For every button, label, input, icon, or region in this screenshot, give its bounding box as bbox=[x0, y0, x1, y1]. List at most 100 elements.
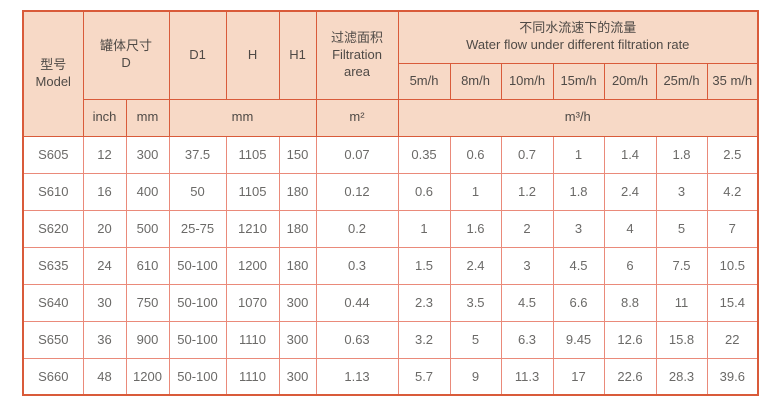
table-cell: 50-100 bbox=[168, 246, 227, 285]
model-cell: S640 bbox=[22, 283, 84, 322]
table-row: S650 36 900 50-100 1110 300 0.63 3.2 5 6.3 9.45 12.… bbox=[22, 320, 759, 359]
table-cell: 300 bbox=[278, 320, 317, 359]
table-cell: 3.2 bbox=[397, 320, 451, 359]
table-cell: 1 bbox=[397, 209, 451, 248]
table-cell: 50-100 bbox=[168, 320, 227, 359]
table-cell: 1.6 bbox=[449, 209, 502, 248]
col-header-filtration-area: 过滤面积 Filtration area bbox=[315, 10, 399, 100]
col-header-rate-8: 8m/h bbox=[449, 62, 502, 100]
table-cell: 610 bbox=[125, 246, 170, 285]
table-cell: 3 bbox=[655, 172, 708, 211]
model-cell: S610 bbox=[22, 172, 84, 211]
model-cell: S635 bbox=[22, 246, 84, 285]
table-cell: 25-75 bbox=[168, 209, 227, 248]
header-row-rates: 5m/h 8m/h 10m/h 15m/h 20m/h 25m/h 35 m/h bbox=[23, 62, 759, 100]
table-cell: 2.4 bbox=[603, 172, 657, 211]
col-header-water-flow: 不同水流速下的流量 Water flow under different fil… bbox=[397, 10, 759, 64]
table-cell: 36 bbox=[82, 320, 127, 359]
table-cell: 0.35 bbox=[397, 135, 451, 174]
table-cell: 0.3 bbox=[315, 246, 399, 285]
table-cell: 300 bbox=[125, 135, 170, 174]
table-cell: 10.5 bbox=[706, 246, 759, 285]
table-cell: 4.2 bbox=[706, 172, 759, 211]
table-cell: 11.3 bbox=[500, 357, 554, 396]
col-header-water-flow-zh: 不同水流速下的流量 bbox=[519, 20, 637, 36]
table-cell: 1110 bbox=[225, 357, 280, 396]
table-cell: 8.8 bbox=[603, 283, 657, 322]
table-cell: 6.3 bbox=[500, 320, 554, 359]
unit-inch: inch bbox=[82, 98, 127, 137]
table-cell: 3.5 bbox=[449, 283, 502, 322]
table-cell: 7 bbox=[706, 209, 759, 248]
table-cell: 1200 bbox=[125, 357, 170, 396]
table-cell: 1.2 bbox=[500, 172, 554, 211]
table-cell: 37.5 bbox=[168, 135, 227, 174]
table-cell: 2.3 bbox=[397, 283, 451, 322]
col-header-model-en: Model bbox=[35, 73, 71, 89]
header-row-units: inch mm mm m² m³/h bbox=[23, 98, 759, 137]
col-header-model-zh: 型号 bbox=[40, 56, 67, 72]
model-cell: S605 bbox=[22, 135, 84, 174]
table-cell: 9.45 bbox=[552, 320, 605, 359]
table-row: S640 30 750 50-100 1070 300 0.44 2.3 3.5 4.5 6.6 8.… bbox=[22, 283, 759, 322]
col-header-rate-10: 10m/h bbox=[500, 62, 554, 100]
table-cell: 16 bbox=[82, 172, 127, 211]
table-cell: 900 bbox=[125, 320, 170, 359]
col-header-tank-size: 罐体尺寸 D bbox=[82, 10, 170, 100]
table-cell: 1210 bbox=[225, 209, 280, 248]
unit-mm-dims: mm bbox=[168, 98, 317, 137]
table-row: S635 24 610 50-100 1200 180 0.3 1.5 2.4 3 4.5 6 7.5 1… bbox=[22, 246, 759, 285]
table-cell: 0.6 bbox=[449, 135, 502, 174]
table-cell: 20 bbox=[82, 209, 127, 248]
table-cell: 48 bbox=[82, 357, 127, 396]
table-cell: 500 bbox=[125, 209, 170, 248]
table-cell: 1.5 bbox=[397, 246, 451, 285]
table-cell: 0.7 bbox=[500, 135, 554, 174]
col-header-water-flow-en: Water flow under different filtration ra… bbox=[466, 37, 690, 53]
col-header-model: 型号 Model bbox=[22, 10, 84, 137]
model-cell: S650 bbox=[22, 320, 84, 359]
table-cell: 2.5 bbox=[706, 135, 759, 174]
col-header-rate-5: 5m/h bbox=[397, 62, 451, 100]
col-header-rate-25: 25m/h bbox=[655, 62, 708, 100]
col-header-rate-20: 20m/h bbox=[603, 62, 657, 100]
table-cell: 1105 bbox=[225, 172, 280, 211]
table-cell: 6.6 bbox=[552, 283, 605, 322]
col-header-tank-size-en: D bbox=[121, 55, 131, 71]
table-cell: 15.8 bbox=[655, 320, 708, 359]
table-cell: 400 bbox=[125, 172, 170, 211]
col-header-filtration-area-en2: area bbox=[344, 63, 371, 79]
table-cell: 0.12 bbox=[315, 172, 399, 211]
table-cell: 30 bbox=[82, 283, 127, 322]
table-cell: 300 bbox=[278, 357, 317, 396]
table-cell: 1.4 bbox=[603, 135, 657, 174]
table-cell: 0.44 bbox=[315, 283, 399, 322]
table-cell: 1200 bbox=[225, 246, 280, 285]
table-cell: 50 bbox=[168, 172, 227, 211]
table-cell: 180 bbox=[278, 246, 317, 285]
model-cell: S620 bbox=[22, 209, 84, 248]
spec-table-body: S605 12 300 37.5 1105 150 0.07 0.35 0.6 0.7 1 1.4 1.… bbox=[22, 135, 759, 396]
table-cell: 11 bbox=[655, 283, 708, 322]
table-cell: 0.2 bbox=[315, 209, 399, 248]
table-cell: 24 bbox=[82, 246, 127, 285]
table-cell: 6 bbox=[603, 246, 657, 285]
table-cell: 180 bbox=[278, 209, 317, 248]
table-cell: 17 bbox=[552, 357, 605, 396]
table-cell: 1.8 bbox=[552, 172, 605, 211]
table-cell: 5 bbox=[655, 209, 708, 248]
table-cell: 4.5 bbox=[552, 246, 605, 285]
table-cell: 12 bbox=[82, 135, 127, 174]
table-cell: 1070 bbox=[225, 283, 280, 322]
table-cell: 0.63 bbox=[315, 320, 399, 359]
table-cell: 1.8 bbox=[655, 135, 708, 174]
col-header-rate-15: 15m/h bbox=[552, 62, 605, 100]
table-cell: 5 bbox=[449, 320, 502, 359]
unit-area: m² bbox=[315, 98, 399, 137]
model-cell: S660 bbox=[22, 357, 84, 396]
col-header-d1: D1 bbox=[168, 10, 227, 100]
table-row: S605 12 300 37.5 1105 150 0.07 0.35 0.6 0.7 1 1.4 1.… bbox=[22, 135, 759, 174]
table-cell: 50-100 bbox=[168, 283, 227, 322]
table-cell: 1110 bbox=[225, 320, 280, 359]
table-cell: 39.6 bbox=[706, 357, 759, 396]
